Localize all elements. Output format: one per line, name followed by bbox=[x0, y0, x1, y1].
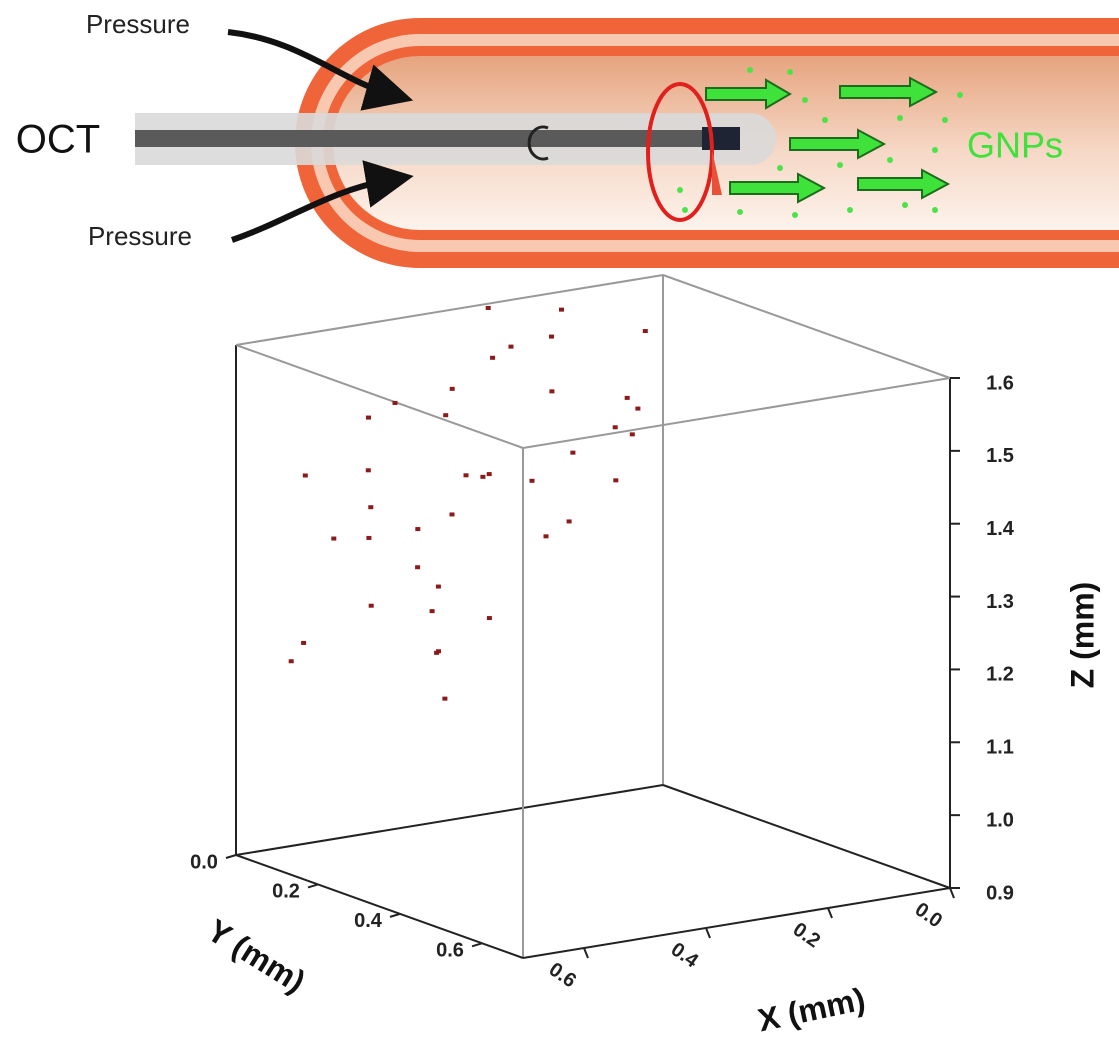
gnp-dots bbox=[677, 67, 963, 218]
scatter-point bbox=[368, 505, 374, 510]
scatter-point bbox=[415, 565, 421, 570]
z-axis-label: Z (mm) bbox=[1064, 582, 1100, 689]
scatter-point bbox=[288, 659, 294, 664]
z-tick-label: 1.5 bbox=[986, 445, 1014, 467]
scatter-point bbox=[612, 425, 618, 430]
z-tick-label: 0.9 bbox=[986, 882, 1014, 904]
scatter-point bbox=[480, 474, 486, 479]
x-tick bbox=[949, 887, 955, 899]
flow-arrows bbox=[705, 76, 951, 204]
scatter-point bbox=[366, 535, 372, 540]
y-tick-label: 0.2 bbox=[272, 881, 300, 903]
oct-label: OCT bbox=[16, 118, 100, 162]
x-tick-label: 0.4 bbox=[667, 938, 703, 972]
z-tick-label: 1.6 bbox=[986, 372, 1014, 394]
scatter-point bbox=[570, 450, 576, 455]
z-tick-label: 1.0 bbox=[986, 809, 1014, 831]
y-tick bbox=[307, 883, 319, 889]
box-edge bbox=[235, 854, 524, 959]
catheter bbox=[135, 113, 776, 165]
x-tick bbox=[827, 907, 833, 919]
z-tick-label: 1.1 bbox=[986, 737, 1014, 759]
scatter-point bbox=[415, 527, 421, 532]
scatter-point bbox=[302, 473, 308, 478]
x-tick bbox=[705, 927, 711, 939]
scatter-point bbox=[485, 305, 491, 310]
scatter-point bbox=[635, 406, 641, 411]
scatter-point bbox=[429, 609, 435, 614]
scatter-point bbox=[368, 603, 374, 608]
scatter-point bbox=[549, 389, 555, 394]
scatter-point bbox=[436, 649, 441, 654]
x-tick-label: 0.0 bbox=[911, 898, 946, 932]
scatter-point bbox=[331, 536, 337, 541]
scatter-point bbox=[543, 534, 549, 539]
scatter-point bbox=[449, 512, 455, 517]
x-tick-label: 0.6 bbox=[545, 958, 580, 992]
box-edge bbox=[662, 274, 951, 379]
scatter-point bbox=[301, 640, 307, 645]
z-tick-label: 1.2 bbox=[986, 664, 1014, 686]
y-axis-label: Y (mm) bbox=[201, 912, 312, 1000]
box-edge bbox=[522, 377, 951, 449]
box-edge bbox=[522, 887, 951, 959]
gnps-label: GNPs bbox=[967, 125, 1063, 166]
x-tick-label: 0.2 bbox=[789, 918, 824, 952]
box-edge bbox=[235, 784, 664, 856]
scatter-point bbox=[435, 584, 441, 589]
scatter-point bbox=[486, 616, 492, 621]
scatter-point bbox=[463, 473, 469, 478]
scatter-point bbox=[613, 478, 619, 483]
z-tick-label: 1.3 bbox=[986, 591, 1014, 613]
scatter-point bbox=[442, 696, 448, 701]
pressure-label: Pressure bbox=[86, 9, 190, 39]
scatter-point bbox=[642, 329, 648, 334]
box-edge bbox=[235, 274, 664, 346]
scatter-point bbox=[549, 334, 554, 339]
y-tick bbox=[389, 912, 401, 918]
y-tick bbox=[471, 942, 483, 948]
box-edge bbox=[662, 784, 951, 889]
y-tick bbox=[225, 854, 237, 859]
scatter-point bbox=[490, 355, 496, 360]
x-axis-label: X (mm) bbox=[755, 981, 869, 1039]
pressure-label: Pressure bbox=[88, 221, 192, 251]
scan-beam bbox=[646, 82, 722, 222]
scatter-point bbox=[629, 432, 635, 437]
y-tick-label: 0.4 bbox=[354, 910, 383, 932]
scatter-point bbox=[366, 415, 371, 420]
scatter-point bbox=[449, 386, 455, 391]
pressure-arrows bbox=[227, 29, 414, 243]
scatter-point bbox=[392, 400, 398, 405]
scatter-point bbox=[529, 478, 535, 483]
y-tick-label: 0.6 bbox=[436, 940, 464, 962]
box-edge bbox=[235, 344, 524, 449]
scatter-point bbox=[559, 307, 564, 312]
y-tick-label: 0.0 bbox=[190, 851, 218, 873]
scatter-point bbox=[566, 519, 572, 524]
scatter-point bbox=[624, 395, 630, 400]
scatter-point bbox=[486, 472, 492, 477]
scatter-point bbox=[508, 344, 514, 349]
scatter-point bbox=[365, 468, 371, 473]
z-tick-label: 1.4 bbox=[986, 518, 1015, 540]
x-tick bbox=[583, 947, 589, 959]
scatter-point bbox=[443, 413, 449, 418]
